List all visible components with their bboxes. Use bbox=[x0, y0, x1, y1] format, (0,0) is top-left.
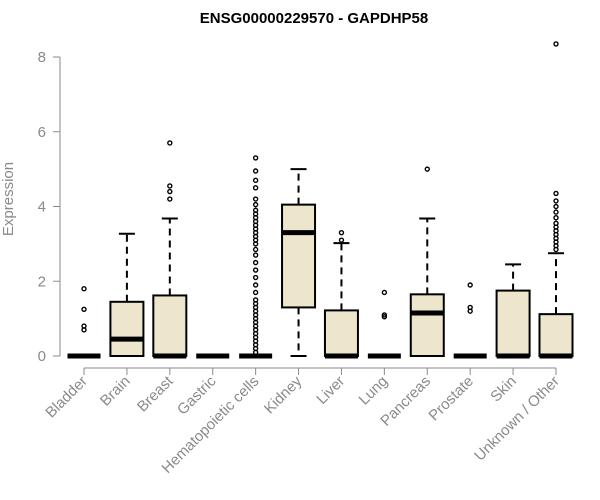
box-prostate bbox=[453, 282, 487, 359]
outlier-point bbox=[252, 177, 259, 184]
outlier-point bbox=[381, 289, 388, 296]
x-tick-label: Liver bbox=[313, 373, 348, 408]
y-tick-label: 4 bbox=[38, 199, 46, 216]
box-lung bbox=[367, 289, 401, 359]
outlier-point bbox=[553, 41, 559, 47]
outlier-point bbox=[553, 209, 559, 215]
outlier-point bbox=[252, 289, 259, 296]
box-liver bbox=[323, 229, 359, 359]
outlier-point bbox=[252, 207, 259, 213]
outlier-point bbox=[167, 188, 173, 195]
box-breast bbox=[152, 140, 188, 359]
outlier-point bbox=[252, 155, 259, 161]
box-iqr bbox=[409, 293, 445, 357]
box-bladder bbox=[67, 286, 101, 359]
outlier-point bbox=[424, 166, 430, 172]
outlier-point bbox=[553, 203, 559, 210]
box-iqr bbox=[495, 289, 531, 357]
outlier-point bbox=[553, 215, 559, 221]
outlier-point bbox=[338, 229, 345, 236]
outlier-point bbox=[553, 220, 559, 227]
outlier-point bbox=[338, 237, 345, 243]
outlier-point bbox=[167, 196, 173, 202]
y-axis: 0 2 4 6 8 bbox=[38, 49, 61, 365]
outlier-point bbox=[81, 323, 87, 329]
y-tick-label: 0 bbox=[38, 348, 46, 365]
x-tick-label: Brain bbox=[97, 373, 134, 410]
box-iqr bbox=[109, 300, 145, 357]
outlier-point bbox=[467, 304, 473, 311]
outlier-point bbox=[252, 259, 259, 266]
outlier-point bbox=[252, 168, 259, 174]
outlier-point bbox=[252, 201, 259, 208]
outlier-point bbox=[381, 312, 388, 318]
box-unknown-other bbox=[538, 41, 574, 359]
outlier-point bbox=[252, 297, 259, 303]
x-tick-label: Kidney bbox=[261, 372, 306, 417]
box-skin bbox=[495, 263, 531, 359]
outlier-point bbox=[167, 183, 173, 189]
outlier-point bbox=[252, 246, 259, 253]
box-pancreas bbox=[409, 166, 445, 357]
box-brain bbox=[109, 232, 145, 357]
outlier-point bbox=[553, 198, 559, 204]
x-tick-label: Lung bbox=[356, 373, 392, 409]
box-hematopoietic-cells bbox=[239, 155, 273, 359]
box-kidney bbox=[281, 168, 317, 357]
box-iqr bbox=[152, 294, 188, 358]
outlier-point bbox=[252, 185, 259, 191]
outlier-point bbox=[553, 190, 559, 197]
x-tick-label: Breast bbox=[134, 372, 177, 415]
box-iqr bbox=[538, 313, 574, 358]
y-tick-label: 8 bbox=[38, 49, 46, 66]
box-iqr bbox=[323, 309, 359, 357]
y-tick-label: 2 bbox=[38, 273, 46, 290]
outlier-point bbox=[252, 267, 259, 273]
x-tick-label: Bladder bbox=[42, 373, 91, 422]
outlier-point bbox=[252, 274, 259, 281]
x-tick-label: Prostate bbox=[425, 373, 477, 425]
outlier-point bbox=[252, 252, 259, 258]
y-axis-label: Expression bbox=[0, 162, 17, 236]
outlier-point bbox=[81, 286, 87, 292]
boxes-group bbox=[67, 41, 574, 359]
outlier-point bbox=[381, 314, 388, 320]
chart-title: ENSG00000229570 - GAPDHP58 bbox=[200, 10, 428, 27]
outlier-point bbox=[81, 306, 87, 312]
y-tick-label: 6 bbox=[38, 124, 46, 141]
outlier-point bbox=[252, 282, 259, 288]
outlier-point bbox=[252, 196, 259, 202]
outlier-point bbox=[167, 140, 173, 146]
box-iqr bbox=[281, 203, 317, 309]
outlier-point bbox=[467, 282, 473, 288]
x-tick-label: Skin bbox=[487, 373, 520, 406]
